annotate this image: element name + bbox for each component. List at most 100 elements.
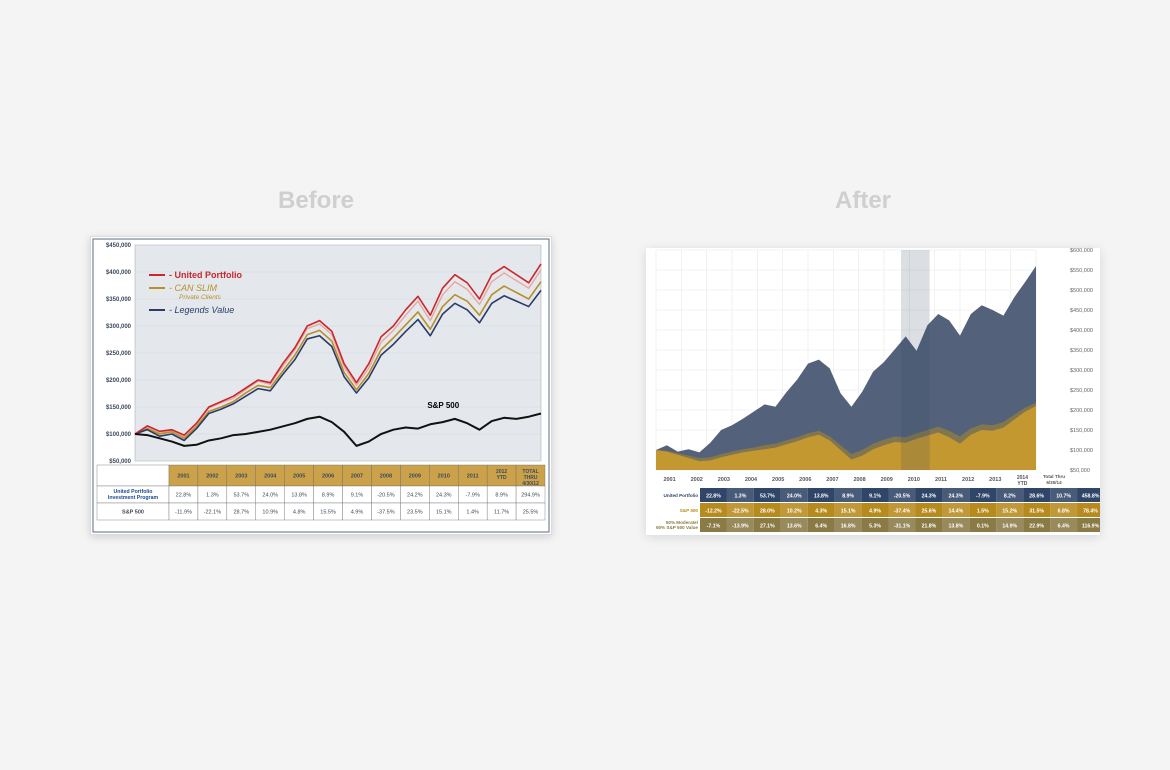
svg-text:$400,000: $400,000 (106, 270, 132, 276)
svg-text:15.1%: 15.1% (436, 510, 452, 516)
svg-text:31.5%: 31.5% (1029, 509, 1044, 515)
svg-text:9.1%: 9.1% (351, 493, 364, 499)
svg-text:11.7%: 11.7% (494, 510, 509, 516)
svg-text:$200,000: $200,000 (1070, 408, 1093, 414)
svg-text:2001: 2001 (663, 477, 675, 483)
svg-text:2011: 2011 (467, 474, 479, 480)
svg-text:Total Thru: Total Thru (1043, 474, 1065, 479)
svg-text:2005: 2005 (772, 477, 784, 483)
svg-text:2007: 2007 (826, 477, 838, 483)
svg-text:2010: 2010 (908, 477, 920, 483)
svg-text:6.4%: 6.4% (815, 524, 827, 530)
svg-text:4.9%: 4.9% (869, 509, 881, 515)
svg-text:16.8%: 16.8% (841, 524, 856, 530)
svg-text:24.0%: 24.0% (262, 493, 278, 499)
svg-text:$250,000: $250,000 (1070, 388, 1093, 394)
svg-text:- CAN SLIM: - CAN SLIM (169, 283, 218, 293)
svg-text:8.9%: 8.9% (495, 493, 508, 499)
svg-text:23.5%: 23.5% (407, 510, 423, 516)
svg-text:$250,000: $250,000 (106, 351, 132, 357)
after-heading: After (835, 187, 891, 215)
svg-text:$400,000: $400,000 (1070, 328, 1093, 334)
svg-text:$600,000: $600,000 (1070, 248, 1093, 254)
svg-text:-37.4%: -37.4% (894, 509, 911, 515)
svg-text:S&P 500: S&P 500 (680, 508, 699, 513)
svg-text:2006: 2006 (799, 477, 811, 483)
svg-text:$50,000: $50,000 (109, 459, 131, 465)
svg-text:2010: 2010 (438, 474, 450, 480)
svg-text:$50,000: $50,000 (1070, 468, 1090, 474)
svg-text:2002: 2002 (691, 477, 703, 483)
svg-text:2005: 2005 (293, 474, 305, 480)
svg-text:15.1%: 15.1% (841, 509, 856, 515)
svg-text:15.5%: 15.5% (320, 510, 336, 516)
svg-text:$300,000: $300,000 (106, 324, 132, 330)
after-chart: $50,000$100,000$150,000$200,000$250,000$… (646, 248, 1100, 535)
svg-text:-31.1%: -31.1% (894, 524, 911, 530)
svg-text:-20.5%: -20.5% (894, 494, 911, 500)
svg-text:1.3%: 1.3% (206, 493, 219, 499)
svg-text:$350,000: $350,000 (106, 297, 132, 303)
svg-text:25.5%: 25.5% (523, 510, 539, 516)
svg-text:8.9%: 8.9% (842, 494, 854, 500)
svg-text:15.2%: 15.2% (1002, 509, 1017, 515)
svg-text:-22.1%: -22.1% (204, 510, 222, 516)
svg-text:0.1%: 0.1% (977, 524, 989, 530)
svg-text:$100,000: $100,000 (1070, 448, 1093, 454)
svg-text:1.4%: 1.4% (466, 510, 479, 516)
svg-text:$500,000: $500,000 (1070, 288, 1093, 294)
svg-text:22.9%: 22.9% (1029, 524, 1044, 530)
svg-text:Private Clients: Private Clients (179, 294, 222, 301)
svg-text:4.3%: 4.3% (815, 509, 827, 515)
svg-text:-37.5%: -37.5% (377, 510, 395, 516)
svg-text:50% S&P 500 Value: 50% S&P 500 Value (656, 525, 698, 530)
svg-text:- Legends Value: - Legends Value (169, 305, 234, 315)
before-card: $50,000$100,000$150,000$200,000$250,000$… (90, 236, 552, 535)
svg-text:9.1%: 9.1% (869, 494, 881, 500)
svg-text:Investment Program: Investment Program (108, 495, 159, 501)
svg-text:8.9%: 8.9% (322, 493, 335, 499)
svg-text:2004: 2004 (264, 474, 277, 480)
svg-text:2008: 2008 (853, 477, 865, 483)
svg-text:-7.1%: -7.1% (707, 524, 721, 530)
svg-text:6/30/14: 6/30/14 (1046, 480, 1062, 485)
svg-text:$550,000: $550,000 (1070, 268, 1093, 274)
svg-text:14.9%: 14.9% (1002, 524, 1017, 530)
svg-text:United Portfolio: United Portfolio (664, 493, 699, 498)
svg-text:8.2%: 8.2% (1004, 494, 1016, 500)
svg-text:13.8%: 13.8% (949, 524, 964, 530)
svg-text:2013: 2013 (989, 477, 1001, 483)
svg-text:2009: 2009 (881, 477, 893, 483)
svg-text:2008: 2008 (380, 474, 392, 480)
svg-text:2011: 2011 (935, 477, 947, 483)
svg-text:13.8%: 13.8% (291, 493, 307, 499)
svg-text:22.8%: 22.8% (706, 494, 721, 500)
svg-text:$450,000: $450,000 (1070, 308, 1093, 314)
svg-text:4.8%: 4.8% (293, 510, 306, 516)
svg-text:-22.5%: -22.5% (732, 509, 749, 515)
svg-text:S&P 500: S&P 500 (427, 401, 459, 410)
svg-text:-7.9%: -7.9% (466, 493, 480, 499)
svg-text:24.3%: 24.3% (949, 494, 964, 500)
svg-text:22.8%: 22.8% (176, 493, 192, 499)
svg-text:6.4%: 6.4% (1058, 524, 1070, 530)
svg-text:1.3%: 1.3% (734, 494, 746, 500)
svg-text:24.3%: 24.3% (436, 493, 452, 499)
svg-text:27.1%: 27.1% (760, 524, 775, 530)
svg-text:2007: 2007 (351, 474, 363, 480)
before-heading: Before (278, 187, 354, 215)
svg-text:53.7%: 53.7% (234, 493, 250, 499)
svg-text:6.8%: 6.8% (1058, 509, 1070, 515)
svg-text:-7.9%: -7.9% (976, 494, 990, 500)
svg-text:24.0%: 24.0% (787, 494, 802, 500)
svg-text:2004: 2004 (745, 477, 758, 483)
svg-text:28.0%: 28.0% (760, 509, 775, 515)
svg-text:-11.9%: -11.9% (175, 510, 192, 516)
svg-text:YTD: YTD (1017, 481, 1027, 487)
svg-text:2003: 2003 (718, 477, 730, 483)
svg-text:- United Portfolio: - United Portfolio (169, 270, 242, 280)
svg-text:10.9%: 10.9% (262, 510, 278, 516)
svg-text:294.9%: 294.9% (521, 493, 540, 499)
svg-text:2012: 2012 (962, 477, 974, 483)
svg-text:YTD: YTD (497, 475, 507, 481)
